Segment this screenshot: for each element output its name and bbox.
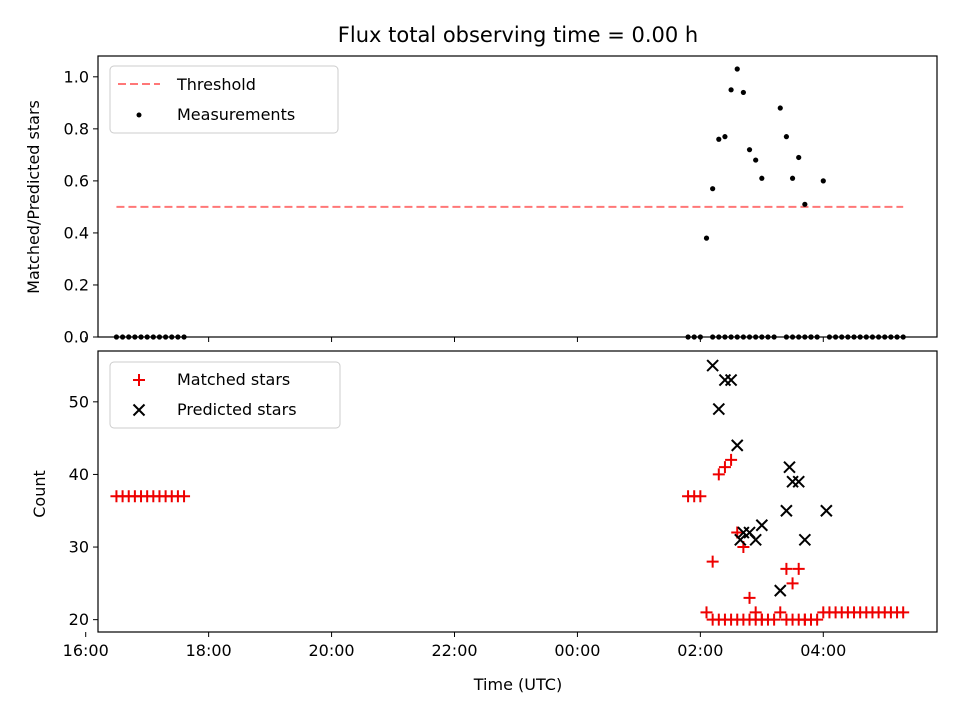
x-tick-label: 20:00 — [309, 641, 355, 660]
x-tick-label: 16:00 — [63, 641, 109, 660]
measurement-point — [722, 134, 728, 140]
predicted-star-point — [780, 504, 793, 517]
predicted-star-point — [718, 373, 732, 387]
bottom-axes-frame — [97, 350, 938, 633]
measurement-point — [740, 89, 746, 96]
predicted-star-point — [792, 475, 805, 488]
predicted-legend-marker — [132, 403, 146, 417]
measurement-point — [753, 157, 759, 163]
predicted-star-point — [712, 402, 726, 416]
measurement-point — [703, 235, 710, 241]
predicted-star-point — [749, 533, 762, 546]
measurement-point — [710, 186, 716, 192]
y-tick-label: 50 — [69, 392, 89, 411]
predicted-star-point — [724, 373, 738, 387]
measurement-point — [789, 175, 796, 181]
y-tick-label: 0.2 — [64, 275, 89, 294]
matched-star-point — [755, 613, 768, 626]
matched-star-point — [792, 562, 805, 575]
predicted-star-point — [734, 533, 747, 546]
matched-star-point — [786, 577, 799, 590]
predicted-legend-label: Predicted stars — [177, 400, 297, 419]
matched-star-point — [712, 468, 725, 481]
matched-star-point — [768, 613, 781, 626]
y-tick-label: 0.0 — [64, 328, 89, 347]
top-y-ticks: 0.0 0.2 0.4 0.6 0.8 1.0 — [64, 67, 98, 347]
x-tick-label: 22:00 — [431, 641, 477, 660]
matched-star-point — [774, 606, 787, 619]
top-panel: 0.0 0.2 0.4 0.6 0.8 1.0 Matched/Predicted sta… — [24, 55, 938, 347]
predicted-star-point — [786, 475, 799, 488]
bottom-legend: Matched stars Predicted stars — [109, 361, 341, 429]
y-tick-label: 0.8 — [64, 119, 89, 138]
predicted-star-point — [774, 584, 787, 597]
chart-title: Flux total observing time = 0.00 h — [338, 23, 698, 47]
matched-star-point — [700, 606, 713, 619]
predicted-star-point — [706, 359, 719, 372]
bottom-panel: 20 30 40 50 16:00 18:00 20:00 22:00 00:00 02:00 0… — [30, 350, 938, 694]
measurements-legend-marker — [136, 112, 142, 118]
matched-legend-label: Matched stars — [177, 370, 290, 389]
x-tick-label: 18:00 — [186, 641, 232, 660]
measurement-point — [728, 87, 734, 93]
matched-legend-marker — [133, 374, 145, 386]
measurement-point — [746, 147, 753, 153]
top-legend-frame — [109, 65, 339, 134]
measurement-point — [759, 175, 765, 181]
predicted-star-point — [783, 460, 796, 474]
matched-star-point — [718, 461, 731, 474]
measurement-point — [734, 66, 740, 72]
matched-star-point — [725, 453, 738, 466]
predicted-star-point — [820, 504, 833, 517]
bottom-y-ticks: 20 30 40 50 — [69, 392, 98, 629]
measurement-point — [796, 154, 802, 161]
measurements-legend-label: Measurements — [177, 105, 295, 124]
y-tick-label: 20 — [69, 610, 89, 629]
matched-star-point — [706, 555, 719, 568]
y-tick-label: 0.4 — [64, 223, 89, 242]
matched-star-point — [743, 591, 756, 604]
measurement-point — [783, 134, 790, 140]
matched-star-point — [897, 606, 910, 619]
bottom-y-axis-label: Count — [30, 470, 49, 518]
matched-star-point — [178, 490, 191, 503]
bottom-legend-frame — [109, 361, 341, 429]
measurement-point — [802, 201, 808, 207]
threshold-legend-label: Threshold — [176, 75, 256, 94]
predicted-star-point — [731, 439, 744, 452]
bottom-x-ticks: 16:00 18:00 20:00 22:00 00:00 02:00 04:00 — [63, 632, 846, 660]
x-tick-label: 04:00 — [800, 641, 846, 660]
top-y-axis-label: Matched/Predicted stars — [24, 100, 43, 294]
y-tick-label: 30 — [69, 538, 89, 557]
x-tick-label: 00:00 — [554, 641, 600, 660]
predicted-star-point — [755, 519, 769, 532]
y-tick-label: 1.0 — [64, 67, 89, 86]
x-axis-label: Time (UTC) — [473, 675, 562, 694]
y-tick-label: 40 — [69, 465, 89, 484]
predicted-star-point — [798, 533, 812, 546]
matched-star-point — [780, 562, 793, 575]
top-axes-frame — [97, 55, 938, 338]
y-tick-label: 0.6 — [64, 171, 89, 190]
top-legend: Threshold Measurements — [109, 65, 339, 134]
matched-star-point — [694, 490, 707, 503]
top-x-ticks — [85, 337, 824, 342]
bottom-marks — [110, 359, 910, 626]
top-marks — [113, 66, 906, 340]
x-tick-label: 02:00 — [677, 641, 723, 660]
measurement-point — [716, 136, 722, 142]
matched-star-point — [804, 613, 817, 626]
measurement-point — [820, 178, 826, 184]
measurement-point — [777, 105, 783, 111]
